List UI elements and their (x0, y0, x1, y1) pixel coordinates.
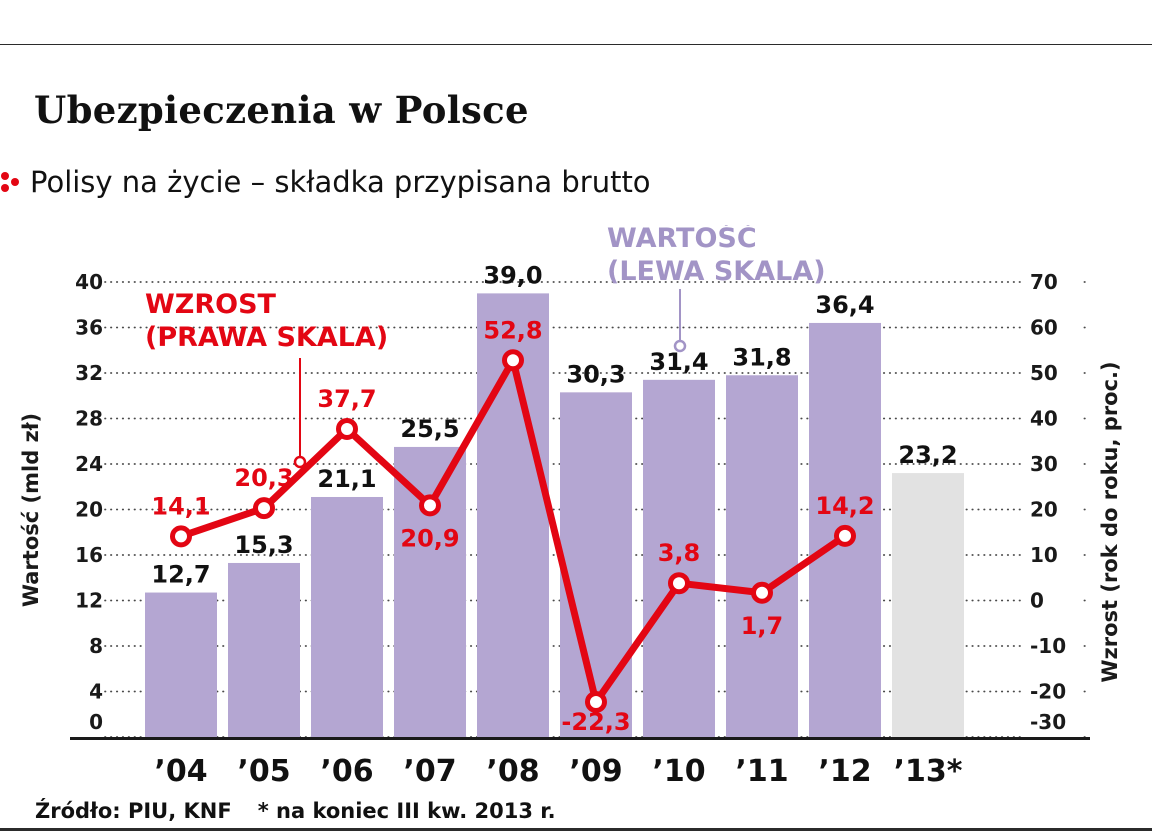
category-label: ’08 (486, 754, 539, 789)
line-value-label: -22,3 (561, 708, 630, 736)
bar-value-label: 21,1 (317, 465, 376, 493)
bar-value-label: 31,4 (649, 348, 708, 376)
bottom-rule (0, 828, 1152, 831)
right-axis-tick-label: -20 (1030, 680, 1066, 704)
bar-value-label: 12,7 (151, 561, 210, 589)
right-axis-tick-label: 60 (1030, 316, 1058, 340)
line-value-label: 14,2 (815, 492, 874, 520)
bar-value-label: 36,4 (815, 291, 874, 319)
bar-value-label: 30,3 (566, 360, 625, 388)
line-value-label: 3,8 (658, 539, 701, 567)
category-label: ’04 (154, 754, 207, 789)
line-callout-text: WZROST (145, 289, 277, 320)
footer: Źródło: PIU, KNF * na koniec III kw. 201… (35, 799, 556, 823)
left-axis-tick-label: 28 (75, 407, 103, 431)
page-title: Ubezpieczenia w Polsce (34, 88, 529, 132)
category-label: ’05 (237, 754, 290, 789)
bar (560, 392, 632, 737)
line-callout-text: (PRAWA SKALA) (145, 322, 388, 353)
line-value-label: 14,1 (151, 492, 210, 520)
bar-value-label: 25,5 (400, 415, 459, 443)
line-point (336, 417, 358, 440)
bar (145, 592, 217, 737)
right-axis-tick-label: -10 (1030, 634, 1066, 658)
category-label: ’10 (652, 754, 705, 789)
bar-callout-text: (LEWA SKALA) (607, 256, 826, 287)
right-axis-tick-label: 0 (1030, 589, 1044, 613)
line-point (751, 581, 773, 604)
line-point (834, 524, 856, 547)
right-axis-label-bg (1022, 452, 1082, 475)
right-axis-label-bg (1022, 497, 1082, 521)
right-axis-label-bg (1022, 361, 1082, 384)
left-axis-tick-label: 0 (89, 710, 103, 734)
bar (892, 473, 964, 737)
right-axis-tick-label: 20 (1030, 498, 1058, 522)
line-point (253, 497, 275, 520)
bar (311, 496, 383, 737)
right-axis-tick-label: 10 (1030, 543, 1058, 567)
left-axis-tick-label: 16 (75, 543, 103, 567)
line-point (668, 572, 690, 595)
right-axis-label-bg (1022, 725, 1082, 748)
top-rule (0, 44, 1152, 45)
left-axis-tick-label: 36 (75, 316, 103, 340)
chart-subtitle: Polisy na życie – składka przypisana bru… (30, 165, 651, 199)
right-axis-label-bg (1022, 406, 1082, 430)
bar (643, 379, 715, 737)
line-value-label: 1,7 (741, 612, 784, 640)
bar-callout-dot (673, 339, 687, 353)
category-label: ’11 (735, 754, 788, 789)
right-axis-label-bg (1022, 634, 1082, 657)
line-point (585, 690, 607, 713)
left-axis-tick-label: 40 (75, 270, 103, 294)
left-axis-tick-label: 20 (75, 498, 103, 522)
category-label: ’12 (818, 754, 871, 789)
source-label: Źródło: PIU, KNF (35, 799, 232, 823)
line-point (170, 525, 192, 548)
left-axis-tick-label: 8 (89, 634, 103, 658)
category-label: ’07 (403, 754, 456, 789)
line-value-label: 37,7 (317, 385, 376, 413)
bar-value-label: 15,3 (234, 531, 293, 559)
left-axis-tick-label: 32 (75, 361, 103, 385)
bar (394, 446, 466, 737)
left-axis-tick-label: 12 (75, 589, 103, 613)
bar-value-label: 23,2 (898, 441, 957, 469)
line-callout-dot (293, 455, 307, 469)
right-axis-label-bg (1022, 588, 1082, 612)
right-axis-tick-label: 40 (1030, 407, 1058, 431)
right-axis-label-bg (1022, 679, 1082, 703)
right-axis-tick-label: 30 (1030, 452, 1058, 476)
footnote: * na koniec III kw. 2013 r. (257, 799, 556, 823)
line-point (502, 349, 524, 372)
red-dots-icon (0, 168, 22, 200)
right-axis-tick-label: 50 (1030, 361, 1058, 385)
right-axis-title: Wzrost (rok do roku, proc.) (1098, 361, 1122, 682)
right-axis-tick-label: -30 (1030, 710, 1066, 734)
left-axis-tick-label: 24 (75, 452, 103, 476)
category-label: ’13* (894, 754, 963, 789)
chart-canvas: 0 4 8 12 16 20 24 28 32 36 40 -30 -20 -10 0 10 20 30 40 50 6… (19, 225, 1122, 789)
left-axis-tick-label: 4 (89, 680, 103, 704)
bar-callout-text: WARTOŚĆ (607, 225, 757, 254)
bar (228, 562, 300, 737)
category-label: ’09 (569, 754, 622, 789)
line-value-label: 20,9 (400, 524, 459, 552)
subtitle-row: Polisy na życie – składka przypisana bru… (0, 164, 651, 200)
line-value-label: 20,3 (234, 464, 293, 492)
right-axis-label-bg (1022, 270, 1082, 293)
line-point (419, 494, 441, 517)
right-axis-label-bg (1022, 543, 1082, 566)
left-axis-title: Wartość (mld zł) (19, 413, 43, 607)
right-axis-label-bg (1022, 315, 1082, 339)
bar-value-label: 31,8 (732, 343, 791, 371)
line-value-label: 52,8 (483, 316, 542, 344)
bar (726, 375, 798, 737)
bar-value-label: 39,0 (483, 261, 542, 289)
category-label: ’06 (320, 754, 373, 789)
right-axis-tick-label: 70 (1030, 270, 1058, 294)
